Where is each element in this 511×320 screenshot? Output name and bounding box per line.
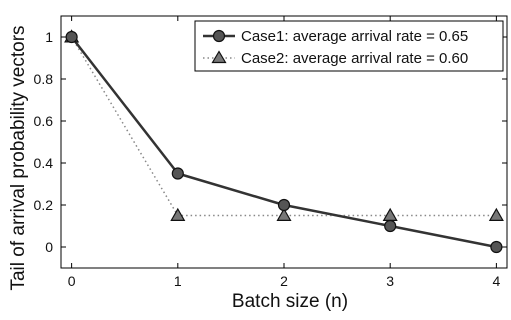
y-axis-title: Tail of arrival probability vectors xyxy=(8,25,29,290)
x-tick-label: 3 xyxy=(386,273,394,289)
legend-triangle-marker xyxy=(211,50,227,64)
y-tick-label: 0.2 xyxy=(34,197,54,213)
y-tick-label: 0 xyxy=(45,239,53,255)
y-tick-label: 1 xyxy=(45,29,53,45)
series-line-case2 xyxy=(70,36,497,217)
legend-label-case2: Case2: average arrival rate = 0.60 xyxy=(241,50,468,67)
y-tick-label: 0.4 xyxy=(34,155,54,171)
data-point-case2 xyxy=(276,207,292,221)
x-tick-label: 1 xyxy=(174,273,182,289)
series-layer xyxy=(64,29,504,254)
data-point-case1 xyxy=(277,198,291,212)
data-point-case1 xyxy=(490,240,503,254)
y-tick-label: 0.6 xyxy=(34,113,54,129)
legend: Case1: average arrival rate = 0.65 Case2… xyxy=(194,20,504,72)
x-axis-title: Batch size (n) xyxy=(232,291,348,312)
x-tick-label: 4 xyxy=(492,273,500,289)
data-point-case2 xyxy=(170,207,186,221)
y-tick-label: 0.8 xyxy=(34,71,54,87)
data-point-case2 xyxy=(488,207,504,221)
legend-circle-marker xyxy=(212,29,226,43)
data-point-case1 xyxy=(65,30,78,44)
x-tick-label: 0 xyxy=(68,273,76,289)
legend-label-case1: Case1: average arrival rate = 0.65 xyxy=(241,28,468,45)
axes-layer: 0 1 2 3 4 0 0.2 0.4 0.6 0.8 1 xyxy=(34,16,507,289)
data-point-case1 xyxy=(384,219,397,233)
x-tick-label: 2 xyxy=(280,273,288,289)
legend-frame xyxy=(194,20,504,72)
data-point-case1 xyxy=(171,167,184,180)
